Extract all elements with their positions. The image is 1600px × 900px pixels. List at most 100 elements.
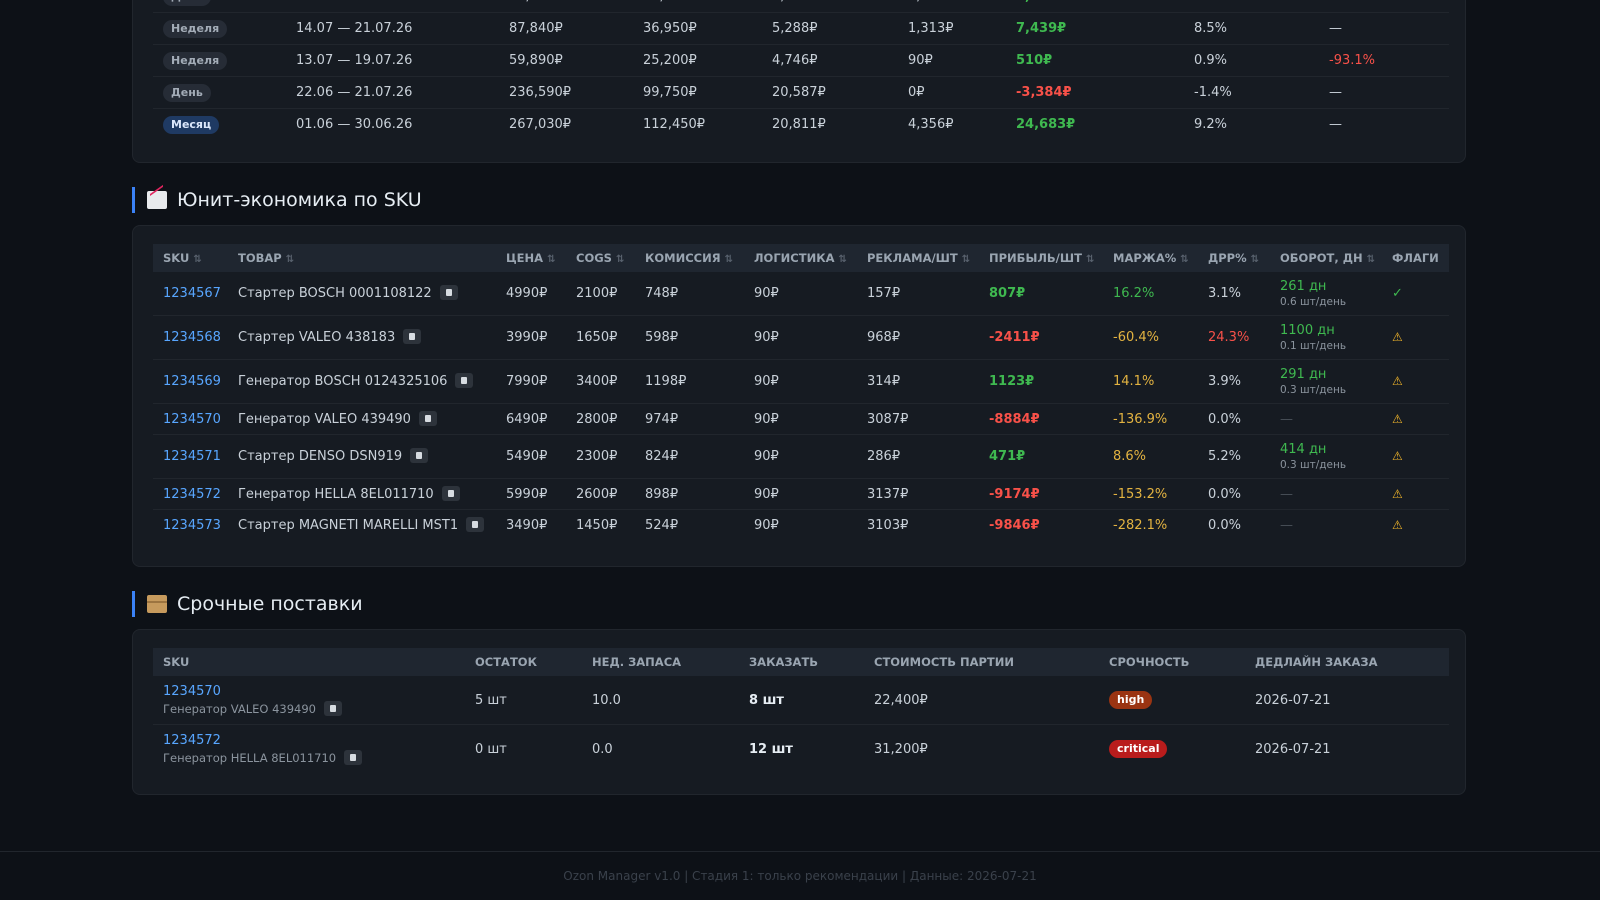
sku-link[interactable]: 1234571 (163, 449, 221, 464)
column-header[interactable]: ДРР% ⇅ (1198, 244, 1270, 272)
sort-icon[interactable]: ⇅ (1366, 254, 1375, 265)
sort-icon[interactable]: ⇅ (838, 254, 847, 265)
column-header[interactable]: КОМИССИЯ ⇅ (635, 244, 744, 272)
column-header[interactable]: ОБОРОТ, ДН ⇅ (1270, 244, 1382, 272)
period-ads-value: 1,313₽ (908, 0, 954, 4)
column-header[interactable]: РЕКЛАМА/ШТ ⇅ (857, 244, 979, 272)
warning-icon[interactable]: ⚠ (1392, 517, 1403, 532)
sku-link[interactable]: 1234567 (163, 286, 221, 301)
cogs-cell-value: 2300₽ (576, 449, 618, 464)
column-header[interactable]: ЦЕНА ⇅ (496, 244, 566, 272)
period-margin-value: 8.5% (1194, 0, 1227, 4)
batch-cost-cell: 31,200₽ (864, 725, 1099, 774)
sort-icon[interactable]: ⇅ (193, 254, 202, 265)
period-type-pill[interactable]: День (163, 83, 211, 102)
sort-icon[interactable]: ⇅ (285, 254, 295, 265)
drr-cell: 24.3% (1198, 315, 1270, 360)
sku-cell: 1234572 (153, 478, 228, 510)
turnover-rate: 0.1 шт/день (1280, 340, 1347, 352)
footer: Ozon Manager v1.0 | Стадия 1: только рек… (0, 851, 1600, 900)
drr-cell: 0.0% (1198, 510, 1270, 541)
warning-icon[interactable]: ⚠ (1392, 449, 1403, 463)
sort-icon[interactable]: ⇅ (724, 254, 733, 265)
warning-icon[interactable]: ⚠ (1392, 486, 1403, 501)
period-change: — (1319, 12, 1449, 45)
column-header-label: COGS (576, 251, 612, 265)
logistics-cell-value: 90₽ (754, 411, 779, 427)
period-cogs: 99,750₽ (633, 76, 762, 109)
column-header[interactable]: COGS ⇅ (566, 244, 635, 272)
column-header[interactable]: ПРИБЫЛЬ/ШТ ⇅ (979, 244, 1103, 272)
period-type-pill[interactable]: Неделя (163, 19, 228, 38)
turnover-cell: — (1270, 510, 1382, 541)
product-name: Стартер VALEO 438183 (238, 330, 396, 345)
profit-per-unit-cell-value: 807₽ (989, 286, 1026, 301)
column-header[interactable]: ТОВАР ⇅ (228, 244, 496, 272)
warning-icon[interactable]: ⚠ (1392, 330, 1403, 344)
period-revenue: 236,590₽ (499, 76, 633, 109)
clipboard-icon[interactable] (403, 329, 422, 344)
cogs-cell-value: 3400₽ (576, 374, 618, 389)
sku-link[interactable]: 1234568 (163, 330, 221, 345)
sku-link[interactable]: 1234570 (163, 411, 221, 427)
period-profit-value: 24,683₽ (1016, 117, 1076, 132)
clipboard-icon[interactable] (439, 285, 458, 300)
period-row: Месяц 01.06 — 30.06.26 267,030₽ 112,450₽ 20,… (153, 109, 1449, 141)
price-cell: 4990₽ (496, 272, 566, 316)
drr-cell-value: 0.0% (1208, 411, 1242, 427)
urgency-cell: high (1099, 676, 1245, 725)
column-header[interactable]: ЛОГИСТИКА ⇅ (744, 244, 857, 272)
column-header[interactable]: SKU ⇅ (153, 244, 228, 272)
ad-per-unit-cell: 968₽ (857, 315, 979, 360)
sort-icon[interactable]: ⇅ (547, 254, 556, 265)
period-revenue-value: 59,890₽ (509, 53, 563, 68)
period-type-pill[interactable]: Неделя (163, 51, 228, 70)
clipboard-icon[interactable] (324, 700, 342, 716)
urgency-badge: high (1109, 691, 1153, 709)
sort-icon[interactable]: ⇅ (1085, 254, 1095, 265)
commission-cell: 898₽ (635, 478, 744, 510)
period-cogs-value: 25,200₽ (643, 53, 697, 68)
warning-icon[interactable]: ⚠ (1392, 374, 1403, 388)
drr-cell-value: 3.9% (1208, 374, 1242, 389)
order-qty-cell-value: 8 шт (749, 692, 784, 708)
sort-icon[interactable]: ⇅ (961, 254, 971, 265)
clipboard-icon[interactable] (344, 749, 363, 765)
product-name: Генератор VALEO 439490 (238, 411, 411, 427)
check-icon[interactable]: ✓ (1392, 286, 1403, 301)
sort-icon[interactable]: ⇅ (1180, 254, 1189, 265)
logistics-cell: 90₽ (744, 315, 857, 360)
drr-cell: 5.2% (1198, 434, 1270, 479)
clipboard-icon[interactable] (441, 485, 460, 501)
turnover-days: — (1280, 411, 1293, 427)
sku-link[interactable]: 1234572 (163, 486, 221, 502)
column-header[interactable]: МАРЖА% ⇅ (1103, 244, 1198, 272)
urgent-deliveries-title: Срочные поставки (177, 593, 363, 615)
clipboard-icon[interactable] (455, 373, 474, 388)
clipboard-icon[interactable] (418, 410, 437, 426)
column-header-label: ЦЕНА (506, 251, 544, 265)
warning-icon[interactable]: ⚠ (1392, 411, 1403, 426)
period-row: Неделя 14.07 — 21.07.26 87,840₽ 36,950₽ 5,28… (153, 12, 1449, 45)
column-header: ДЕДЛАЙН ЗАКАЗА (1245, 648, 1449, 676)
urgent-deliveries-card: SKU ОСТАТОК НЕД. ЗАПАСА ЗАКАЗАТЬ СТОИМОСТЬ П… (132, 629, 1466, 795)
turnover-rate: 0.3 шт/день (1280, 384, 1347, 396)
sku-link[interactable]: 1234572 (163, 732, 221, 748)
sku-link[interactable]: 1234573 (163, 517, 221, 533)
column-header-label: ЛОГИСТИКА (754, 251, 835, 265)
clipboard-icon[interactable] (410, 448, 429, 463)
column-header-label: SKU (163, 251, 190, 265)
period-type-pill[interactable]: Месяц (163, 115, 220, 134)
sku-link[interactable]: 1234570 (163, 683, 221, 699)
sku-cell: 1234568 (153, 315, 228, 360)
clipboard-icon[interactable] (466, 516, 485, 532)
sort-icon[interactable]: ⇅ (615, 254, 625, 265)
sort-icon[interactable]: ⇅ (1250, 254, 1260, 265)
period-type-pill[interactable]: День (163, 0, 211, 6)
sku-row: 1234570 Генератор VALEO 439490 6490₽ 2800₽ 9… (153, 403, 1449, 435)
period-range: 13.07 — 19.07.26 (286, 44, 499, 77)
commission-cell: 824₽ (635, 434, 744, 479)
ad-per-unit-cell: 3103₽ (857, 510, 979, 541)
profit-per-unit-cell: -8884₽ (979, 403, 1103, 435)
sku-link[interactable]: 1234569 (163, 374, 221, 389)
